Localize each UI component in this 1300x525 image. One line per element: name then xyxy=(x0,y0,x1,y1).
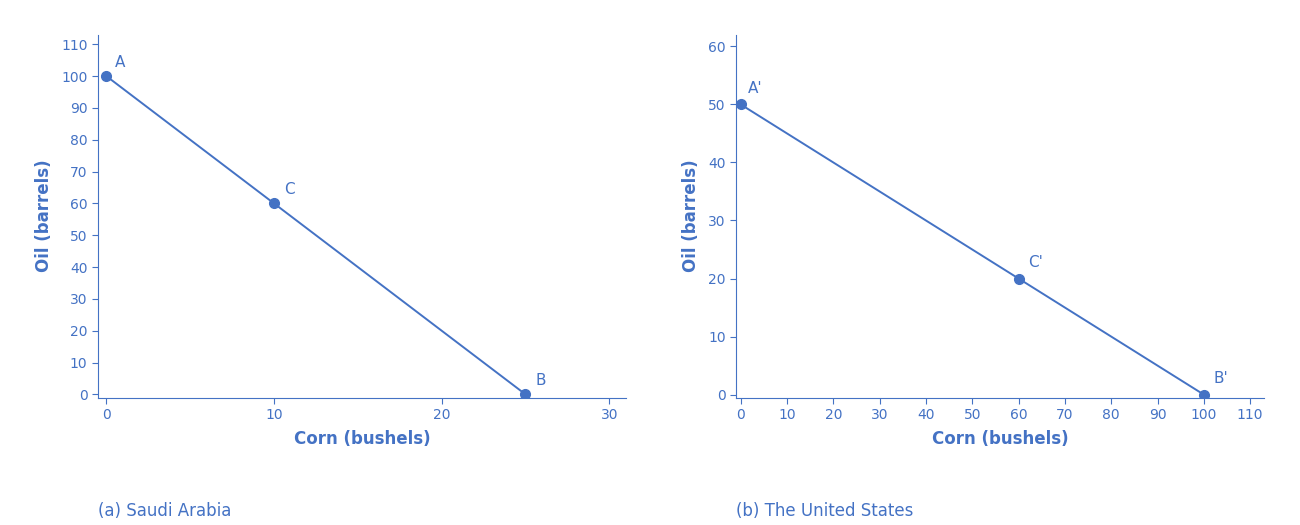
Text: B': B' xyxy=(1213,371,1228,386)
Text: A: A xyxy=(114,55,125,70)
Text: (a) Saudi Arabia: (a) Saudi Arabia xyxy=(98,502,231,520)
Text: B: B xyxy=(536,373,546,388)
X-axis label: Corn (bushels): Corn (bushels) xyxy=(932,430,1069,448)
Text: (b) The United States: (b) The United States xyxy=(736,502,914,520)
X-axis label: Corn (bushels): Corn (bushels) xyxy=(294,430,430,448)
Text: C': C' xyxy=(1028,255,1043,270)
Text: A': A' xyxy=(747,81,762,96)
Text: C: C xyxy=(285,182,295,197)
Y-axis label: Oil (barrels): Oil (barrels) xyxy=(681,160,699,272)
Y-axis label: Oil (barrels): Oil (barrels) xyxy=(35,160,53,272)
